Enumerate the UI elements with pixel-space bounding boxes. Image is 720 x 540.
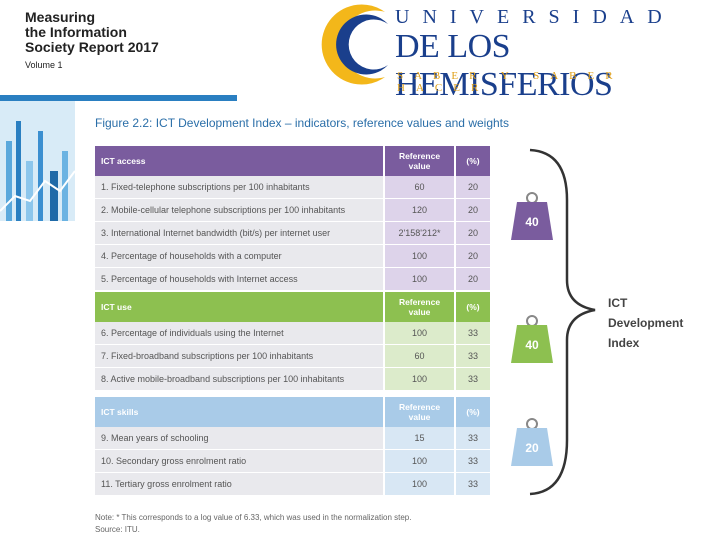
pct-header: (%) [466, 156, 480, 166]
title-line: Society Report 2017 [25, 39, 159, 55]
table-row: 7. Fixed-broadband subscriptions per 100… [95, 345, 490, 367]
reference-value: 100 [385, 450, 456, 472]
weight-pct: 20 [456, 222, 490, 244]
weight-pct: 33 [456, 427, 490, 449]
weight-pct: 33 [456, 322, 490, 344]
weight [511, 325, 553, 363]
section-header: ICT use Reference value (%) [95, 292, 490, 322]
table-row: 1. Fixed-telephone subscriptions per 100… [95, 176, 490, 198]
weight-pct: 33 [456, 345, 490, 367]
weight-pct: 20 [456, 268, 490, 290]
reference-value: 100 [385, 268, 456, 290]
report-volume: Volume 1 [25, 60, 63, 70]
reference-value: 120 [385, 199, 456, 221]
weight-handle [526, 315, 538, 327]
logo-line: DE LOS HEMISFERIOS [395, 28, 613, 103]
figure-title: Figure 2.2: ICT Development Index – indi… [95, 116, 509, 130]
weights-diagram: 40 40 20 [511, 148, 596, 496]
logo-tagline: SABER Y SABER HACER [397, 70, 624, 94]
indicator: 6. Percentage of individuals using the I… [95, 322, 385, 344]
weight-pct: 20 [456, 176, 490, 198]
weight-pct: 20 [456, 199, 490, 221]
logo-line: UNIVERSIDAD [395, 6, 675, 28]
reference-value: 100 [385, 473, 456, 495]
ref-header: Reference value [385, 397, 456, 427]
table-row: 6. Percentage of individuals using the I… [95, 322, 490, 344]
weight [511, 428, 553, 466]
weight-handle [526, 418, 538, 430]
source: Source: ITU. [95, 525, 140, 534]
section-name: ICT access [95, 146, 385, 176]
weight-pct: 20 [456, 245, 490, 267]
indicator: 3. International Internet bandwidth (bit… [95, 222, 385, 244]
table-row: 8. Active mobile-broadband subscriptions… [95, 368, 490, 390]
table-row: 3. International Internet bandwidth (bit… [95, 222, 490, 244]
section-name: ICT use [95, 292, 385, 322]
pct-header: (%) [466, 302, 480, 312]
indicator: 8. Active mobile-broadband subscriptions… [95, 368, 385, 390]
reference-value: 60 [385, 176, 456, 198]
report-title: Measuring the Information Society Report… [25, 10, 159, 55]
title-line: the Information [25, 24, 127, 40]
index-line: ICT [608, 296, 628, 310]
index-label: ICT Development Index [608, 293, 683, 353]
indicator: 4. Percentage of households with a compu… [95, 245, 385, 267]
logo-mark [321, 4, 388, 85]
note: Note: * This corresponds to a log value … [95, 513, 412, 522]
section-header: ICT access Reference value (%) [95, 146, 490, 176]
weight-pct: 33 [456, 473, 490, 495]
table-row: 5. Percentage of households with Interne… [95, 268, 490, 290]
reference-value: 100 [385, 245, 456, 267]
indicator: 10. Secondary gross enrolment ratio [95, 450, 385, 472]
table-row: 11. Tertiary gross enrolment ratio 100 33 [95, 473, 490, 495]
weight-label: 40 [525, 215, 539, 229]
reference-value: 15 [385, 427, 456, 449]
index-line: Development [608, 316, 684, 330]
title-line: Measuring [25, 9, 96, 25]
table-row: 9. Mean years of schooling 15 33 [95, 427, 490, 449]
weight-handle [526, 192, 538, 204]
table-row: 2. Mobile-cellular telephone subscriptio… [95, 199, 490, 221]
table-row: 4. Percentage of households with a compu… [95, 245, 490, 267]
indicator: 11. Tertiary gross enrolment ratio [95, 473, 385, 495]
indicator: 1. Fixed-telephone subscriptions per 100… [95, 176, 385, 198]
indicator: 7. Fixed-broadband subscriptions per 100… [95, 345, 385, 367]
reference-value: 2'158'212* [385, 222, 456, 244]
indicator: 2. Mobile-cellular telephone subscriptio… [95, 199, 385, 221]
weight-label: 40 [525, 338, 539, 352]
weight [511, 202, 553, 240]
ref-header: Reference value [385, 292, 456, 322]
pct-header: (%) [466, 407, 480, 417]
table-row: 10. Secondary gross enrolment ratio 100 33 [95, 450, 490, 472]
ref-header: Reference value [385, 146, 456, 176]
weight-pct: 33 [456, 450, 490, 472]
section-name: ICT skills [95, 397, 385, 427]
weight-pct: 33 [456, 368, 490, 390]
cover-art [0, 101, 75, 221]
indicator: 5. Percentage of households with Interne… [95, 268, 385, 290]
reference-value: 100 [385, 322, 456, 344]
reference-value: 100 [385, 368, 456, 390]
banner-bar [0, 95, 237, 101]
index-line: Index [608, 336, 640, 350]
section-header: ICT skills Reference value (%) [95, 397, 490, 427]
weight-label: 20 [525, 441, 539, 455]
indicator: 9. Mean years of schooling [95, 427, 385, 449]
reference-value: 60 [385, 345, 456, 367]
